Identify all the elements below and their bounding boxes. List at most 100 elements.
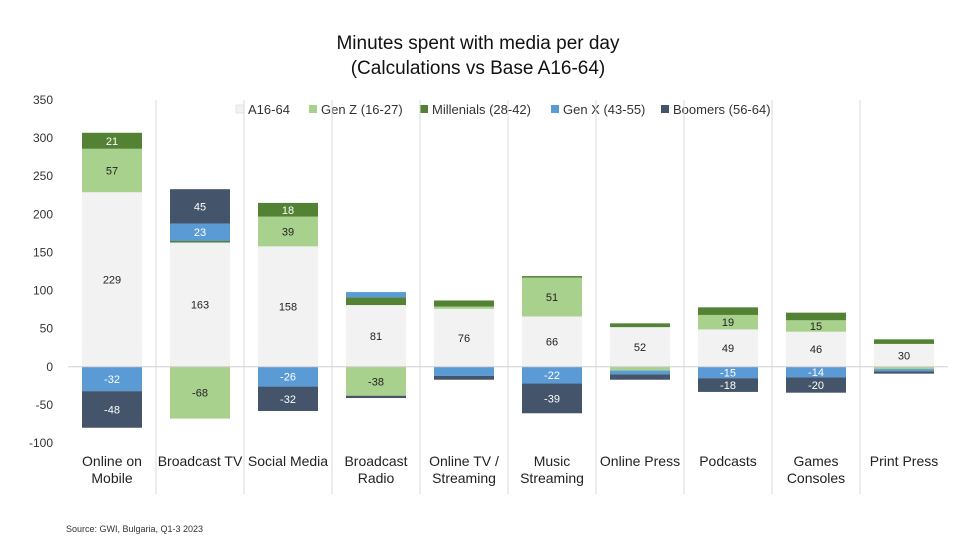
data-label: 23 (194, 227, 206, 239)
bar-segment (346, 395, 406, 399)
data-label: 51 (546, 292, 558, 304)
category-label: Streaming (520, 470, 584, 486)
bar-segment (874, 339, 934, 344)
data-label: -26 (280, 372, 296, 384)
category-label: Consoles (787, 470, 845, 486)
chart-title: Minutes spent with media per day (336, 33, 620, 54)
data-label: -20 (808, 380, 824, 392)
bar-segment (82, 366, 142, 392)
bar-segment (874, 343, 934, 367)
y-tick-label: 50 (40, 322, 54, 336)
bar-segment (698, 307, 758, 315)
data-label: -48 (104, 404, 120, 416)
chart-subtitle: (Calculations vs Base A16-64) (351, 58, 606, 79)
data-label: 49 (722, 343, 734, 355)
category-label: Online on (82, 453, 142, 469)
bar-segment (82, 132, 142, 149)
bar-segment (82, 192, 142, 367)
y-tick-label: 0 (46, 360, 53, 374)
bar-segment (170, 241, 230, 243)
y-tick-label: -50 (36, 398, 54, 412)
bar-segment (434, 366, 494, 376)
bar-segment (346, 297, 406, 306)
bar-segment (522, 277, 582, 317)
legend-swatch (309, 105, 317, 113)
bar-segment (82, 391, 142, 428)
bar-segment (698, 329, 758, 367)
bar-segment (874, 366, 934, 370)
bar-segment (170, 242, 230, 367)
bar-segment (258, 386, 318, 411)
source-note: Source: GWI, Bulgaria, Q1-3 2023 (66, 524, 204, 534)
data-label: 57 (106, 166, 118, 178)
bars (68, 132, 948, 428)
bar-segment (258, 366, 318, 387)
data-label: -39 (544, 393, 560, 405)
category-label: Games (793, 453, 838, 469)
legend-swatch (420, 105, 428, 113)
legend-label: A16-64 (248, 102, 290, 117)
legend-label: Boomers (56-64) (673, 102, 771, 117)
bar-segment (522, 276, 582, 278)
category-label: Print Press (870, 453, 938, 469)
data-label: 163 (191, 300, 209, 312)
data-label: 15 (810, 321, 822, 333)
bar-segment (874, 371, 934, 374)
bar-segment (522, 316, 582, 367)
data-label: 45 (194, 201, 206, 213)
bar-segment (258, 202, 318, 217)
y-tick-label: 350 (33, 93, 53, 107)
bar-segment (346, 366, 406, 396)
y-tick-label: 250 (33, 169, 53, 183)
y-tick-label: 200 (33, 207, 53, 221)
data-label: 229 (103, 275, 121, 287)
bar-segment (346, 305, 406, 367)
bar-segment (698, 378, 758, 392)
bar-segment (82, 148, 142, 193)
bar-segment (610, 370, 670, 375)
bar-segment (874, 369, 934, 372)
bar-segment (610, 374, 670, 380)
bar-segment (522, 366, 582, 384)
bar-segment (610, 327, 670, 367)
data-label: -22 (544, 370, 560, 382)
bar-segment (610, 366, 670, 371)
data-label: 19 (722, 317, 734, 329)
legend: A16-64 Gen Z (16-27) Millenials (28-42) Gen… (235, 102, 771, 117)
legend-swatch (551, 105, 559, 113)
y-axis: 350 300 250 200 150 100 50 0 -50 -100 (29, 93, 53, 450)
bar-segment (258, 246, 318, 367)
bar-segment (786, 377, 846, 393)
category-label: Podcasts (699, 453, 757, 469)
bar-segment (170, 223, 230, 242)
bar-segment (346, 292, 406, 298)
category-dividers (155, 100, 861, 494)
bar-segment (170, 366, 230, 419)
data-label: -38 (368, 376, 384, 388)
bar-segment (258, 216, 318, 247)
category-label: Social Media (248, 453, 328, 469)
category-label: Radio (358, 470, 395, 486)
bar-segment (786, 366, 846, 378)
legend-swatch (661, 105, 669, 113)
legend-label: Millenials (28-42) (432, 102, 531, 117)
data-label: 46 (810, 344, 822, 356)
data-label: 76 (458, 333, 470, 345)
bar-segment (786, 312, 846, 321)
category-label: Online TV / (429, 453, 499, 469)
category-label: Streaming (432, 470, 496, 486)
bar-segment (434, 375, 494, 380)
y-tick-label: 300 (33, 131, 53, 145)
data-label: -68 (192, 388, 208, 400)
data-label: -18 (720, 380, 736, 392)
category-label: Music (534, 453, 571, 469)
bar-segment (786, 331, 846, 367)
data-label: -15 (720, 367, 736, 379)
bar-segment (522, 383, 582, 414)
bar-segment (434, 306, 494, 309)
data-label: -32 (280, 394, 296, 406)
bar-segment (434, 308, 494, 367)
legend-swatch (235, 104, 245, 114)
